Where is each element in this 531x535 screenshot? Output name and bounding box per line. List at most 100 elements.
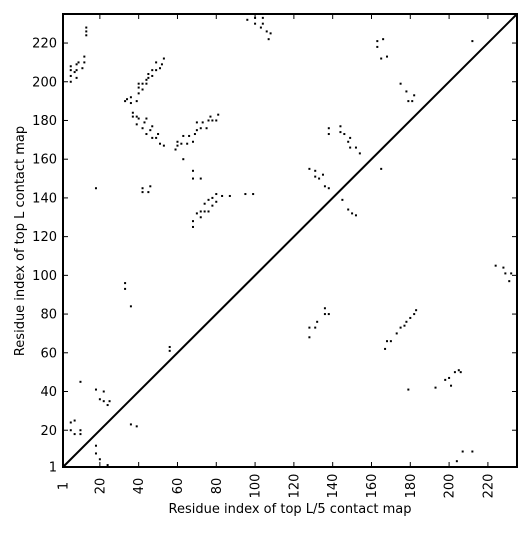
contact-point [75,69,78,72]
contact-point [135,123,138,126]
contact-point [339,131,342,134]
x-tick-label: 20 [93,478,108,495]
contact-point [94,187,97,190]
contact-point [182,158,185,161]
contact-point [137,92,140,95]
y-tick-label: 20 [40,424,57,439]
contact-point [131,111,134,114]
contact-point [358,152,361,155]
contact-point [244,193,247,196]
contact-point [201,121,204,124]
contact-point [316,320,319,323]
contact-point [376,40,379,43]
contact-point [205,127,208,130]
contact-point [211,119,214,122]
contact-point [459,371,462,374]
contact-point [174,148,177,151]
contact-point [195,212,198,215]
contact-point [102,390,105,393]
contact-point [246,18,249,21]
contact-point [149,185,152,188]
contact-point [269,32,272,35]
contact-point [151,69,154,72]
contact-point [124,100,127,103]
contact-point [199,127,202,130]
contact-point [162,57,165,60]
contact-point [98,398,101,401]
contact-point [261,22,264,25]
contact-point [215,119,218,122]
y-tick-label: 80 [40,308,57,323]
contact-point [215,200,218,203]
contact-point [141,82,144,85]
contact-point [339,125,342,128]
contact-point [314,175,317,178]
x-tick-label: 180 [404,474,419,499]
contact-point [191,169,194,172]
contact-point [191,177,194,180]
contact-point [380,57,383,60]
contact-point [399,82,402,85]
contact-point [323,313,326,316]
diagonal [62,13,518,468]
contact-point [83,61,86,64]
contact-point [124,282,127,285]
contact-point [203,202,206,205]
contact-point [323,307,326,310]
contact-point [343,133,346,136]
contact-point [409,316,412,319]
contact-point [349,146,352,149]
x-tick-label: 120 [287,474,302,499]
contact-point [147,73,150,76]
contact-point [199,216,202,219]
contact-point [143,121,146,124]
contact-point [217,113,220,116]
contact-point [73,433,76,436]
contact-point [405,90,408,93]
contact-point [141,127,144,130]
contact-point [77,61,80,64]
y-tick-label: 200 [32,75,57,90]
contact-point [180,142,183,145]
contact-point [203,210,206,213]
contact-point [195,121,198,124]
y-tick-label: 60 [40,346,57,361]
contact-point [354,146,357,149]
contact-point [160,63,163,66]
contact-point [207,210,210,213]
contact-point [415,309,418,312]
contact-point [265,30,268,33]
contact-point [168,345,171,348]
contact-point [73,71,76,74]
contact-point [135,100,138,103]
contact-point [455,460,458,463]
contact-point [327,133,330,136]
contact-point [79,429,82,432]
contact-point [155,61,158,64]
contact-point [308,336,311,339]
contact-point [145,78,148,81]
x-tick-label: 160 [365,474,380,499]
contact-point [504,272,507,275]
contact-point [323,185,326,188]
contact-point [159,142,162,145]
contact-point [69,80,72,83]
y-tick-label: 160 [32,153,57,168]
y-tick-label: 120 [32,230,57,245]
contact-point [259,26,262,29]
contact-point [129,305,132,308]
contact-point [124,287,127,290]
contact-point [407,388,410,391]
contact-point [147,191,150,194]
contact-point [252,193,255,196]
x-tick-label: 80 [210,478,225,495]
y-tick-label: 140 [32,191,57,206]
contact-point [83,55,86,58]
plot-frame [62,13,518,468]
contact-point [145,82,148,85]
contact-point [102,400,105,403]
contact-point [176,140,179,143]
x-tick-label: 1 [57,482,72,490]
contact-point [176,144,179,147]
contact-point [308,326,311,329]
